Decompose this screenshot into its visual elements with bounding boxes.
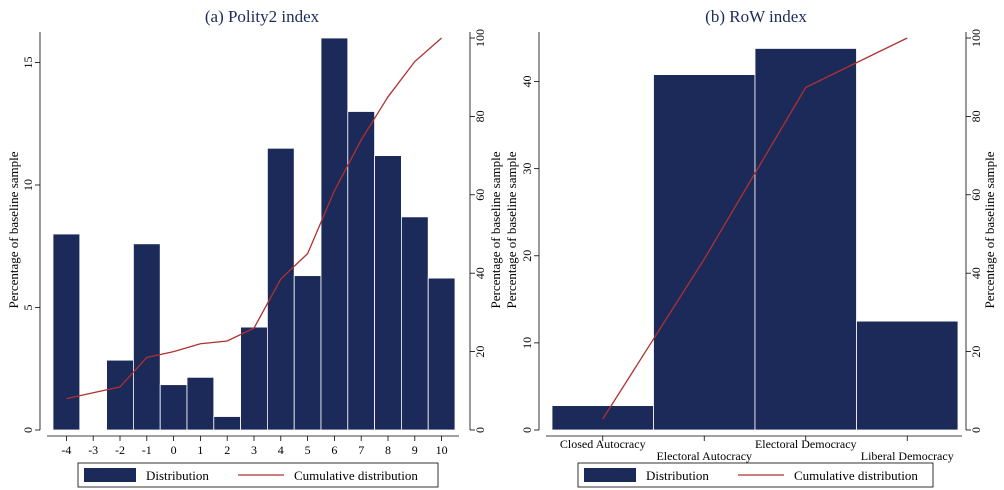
bar: [159, 384, 188, 431]
bar: [427, 277, 456, 431]
x-tick-label: Electoral Autocracy: [656, 449, 752, 463]
bar: [266, 147, 295, 431]
x-tick-label: 1: [197, 443, 203, 457]
left-tick-label: 5: [21, 305, 35, 311]
x-tick-label: 7: [358, 443, 364, 457]
bar: [186, 376, 215, 431]
x-tick-label: Liberal Democracy: [861, 449, 954, 463]
x-tick-label: -2: [115, 443, 125, 457]
right-tick-label: 100: [969, 29, 983, 47]
legend-label-cumulative: Cumulative distribution: [294, 468, 418, 483]
x-tick-label: 2: [224, 443, 230, 457]
x-tick-label: 5: [305, 443, 311, 457]
left-tick-label: 0: [520, 427, 534, 433]
legend-label-distribution: Distribution: [146, 468, 209, 483]
left-tick-label: 15: [21, 57, 35, 69]
x-tick-label: 6: [331, 443, 337, 457]
bar: [52, 233, 81, 431]
right-tick-label: 60: [473, 189, 487, 201]
cumulative-line: [602, 37, 908, 420]
right-axis-title: Percentage of baseline sample: [982, 151, 997, 308]
right-tick-label: 100: [473, 29, 487, 47]
x-tick-label: Closed Autocracy: [560, 437, 646, 451]
right-tick-label: 20: [969, 346, 983, 358]
legend-label-distribution: Distribution: [646, 468, 709, 483]
left-axis-title: Percentage of baseline sample: [504, 151, 519, 308]
bar: [132, 243, 161, 431]
x-tick-label: Electoral Democracy: [755, 437, 857, 451]
right-tick-label: 60: [969, 189, 983, 201]
left-tick-label: 10: [520, 337, 534, 349]
bar: [856, 320, 959, 431]
x-tick-label: 3: [251, 443, 257, 457]
bar: [400, 216, 429, 431]
chart-title: (b) RoW index: [705, 7, 807, 26]
right-tick-label: 40: [969, 267, 983, 279]
x-tick-label: 4: [278, 443, 284, 457]
x-tick-label: -4: [61, 443, 71, 457]
bar: [293, 275, 322, 431]
legend-label-cumulative: Cumulative distribution: [794, 468, 918, 483]
left-tick-label: 40: [520, 76, 534, 88]
x-tick-label: 8: [385, 443, 391, 457]
right-axis-title: Percentage of baseline sample: [488, 151, 503, 308]
right-tick-label: 0: [473, 427, 487, 433]
bar: [240, 326, 268, 431]
x-tick-label: 9: [412, 443, 418, 457]
bar: [374, 155, 402, 431]
chart-title: (a) Polity2 index: [205, 7, 320, 26]
bar: [653, 74, 756, 431]
bar: [320, 37, 349, 431]
bar: [213, 416, 242, 431]
legend-swatch-bar: [84, 468, 136, 482]
x-tick-label: 0: [171, 443, 177, 457]
left-axis-title: Percentage of baseline sample: [6, 151, 21, 308]
legend-swatch-bar: [584, 468, 636, 482]
x-tick-label: -3: [88, 443, 98, 457]
right-tick-label: 80: [473, 110, 487, 122]
left-tick-label: 0: [21, 427, 35, 433]
bar: [754, 48, 857, 431]
right-tick-label: 20: [473, 346, 487, 358]
x-tick-label: 10: [436, 443, 448, 457]
x-tick-label: -1: [142, 443, 152, 457]
right-tick-label: 80: [969, 110, 983, 122]
left-tick-label: 20: [520, 250, 534, 262]
bar: [347, 111, 375, 431]
left-tick-label: 30: [520, 163, 534, 175]
right-tick-label: 40: [473, 267, 487, 279]
bar: [551, 405, 654, 431]
bar: [106, 359, 134, 431]
left-tick-label: 10: [21, 179, 35, 191]
right-tick-label: 0: [969, 427, 983, 433]
